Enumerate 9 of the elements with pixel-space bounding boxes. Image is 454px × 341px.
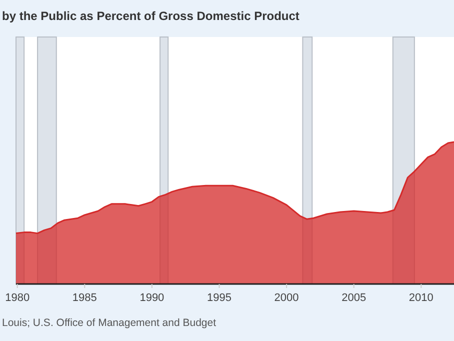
chart-title: by the Public as Percent of Gross Domestic Product	[2, 9, 300, 23]
x-tick-label: 1990	[140, 292, 164, 304]
x-tick-label: 1995	[207, 292, 232, 304]
x-tick-label: 1985	[72, 292, 97, 304]
x-tick-label: 2000	[274, 292, 299, 304]
x-tick-label: 2010	[408, 292, 434, 304]
text: Louis; U.S. Office of Management and Budget	[2, 317, 216, 329]
x-tick-label: 1980	[5, 292, 30, 304]
x-tick-label: 2005	[342, 292, 366, 304]
